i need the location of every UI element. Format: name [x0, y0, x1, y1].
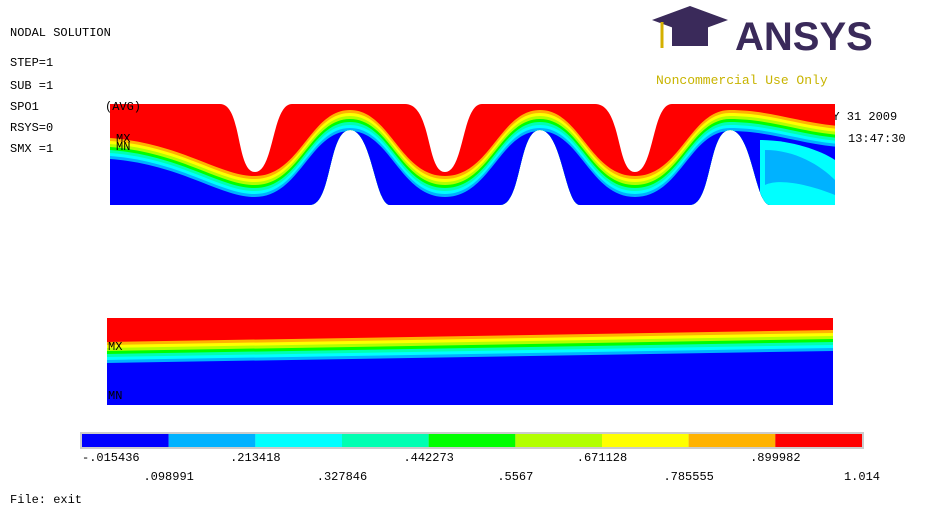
legend-swatch	[82, 434, 169, 447]
info-line: SMX =1	[10, 142, 53, 156]
time: 13:47:30	[848, 132, 906, 146]
legend: -.015436.098991 .213418 .327846 .442273 .556…	[80, 432, 880, 484]
logo-cap	[652, 6, 728, 34]
legend-label: .785555	[663, 470, 713, 484]
legend-label: 1.014	[844, 470, 880, 484]
license: Noncommercial Use Only	[656, 73, 828, 88]
legend-swatch	[428, 434, 516, 447]
info-line: SUB =1	[10, 79, 53, 93]
min-marker: MN	[116, 140, 130, 154]
avg-label: (AVG)	[105, 100, 141, 114]
info-line: SPO1	[10, 100, 39, 114]
logo: ANSYS Noncommercial Use Only	[652, 6, 873, 88]
contour-bottom	[107, 318, 833, 405]
legend-label: .327846	[317, 470, 367, 484]
footer: File: exit	[10, 493, 82, 507]
legend-swatch	[515, 434, 602, 447]
info-line: STEP=1	[10, 56, 53, 70]
date: MAY 31 2009	[818, 110, 897, 124]
max-marker: MX	[116, 132, 130, 146]
legend-swatch	[255, 434, 342, 447]
legend-swatch	[775, 434, 862, 447]
legend-label: .671128	[577, 451, 627, 465]
legend-swatch	[688, 434, 776, 447]
legend-label: .213418	[230, 451, 280, 465]
contour-band	[110, 131, 835, 205]
legend-swatch	[168, 434, 256, 447]
legend-label: .899982	[750, 451, 800, 465]
legend-swatch	[602, 434, 689, 447]
legend-label: .098991	[143, 470, 193, 484]
legend-label: .5567	[497, 470, 533, 484]
legend-label: .442273	[403, 451, 453, 465]
legend-label: -.015436	[82, 451, 140, 465]
info-line: RSYS=0	[10, 121, 53, 135]
logo-cap-base	[672, 26, 708, 46]
contour-top	[110, 104, 835, 205]
contour-band	[107, 351, 833, 405]
min-marker: MN	[108, 389, 122, 403]
logo-name: ANSYS	[735, 15, 873, 59]
max-marker: MX	[108, 340, 122, 354]
legend-swatch	[342, 434, 429, 447]
title: NODAL SOLUTION	[10, 26, 111, 40]
